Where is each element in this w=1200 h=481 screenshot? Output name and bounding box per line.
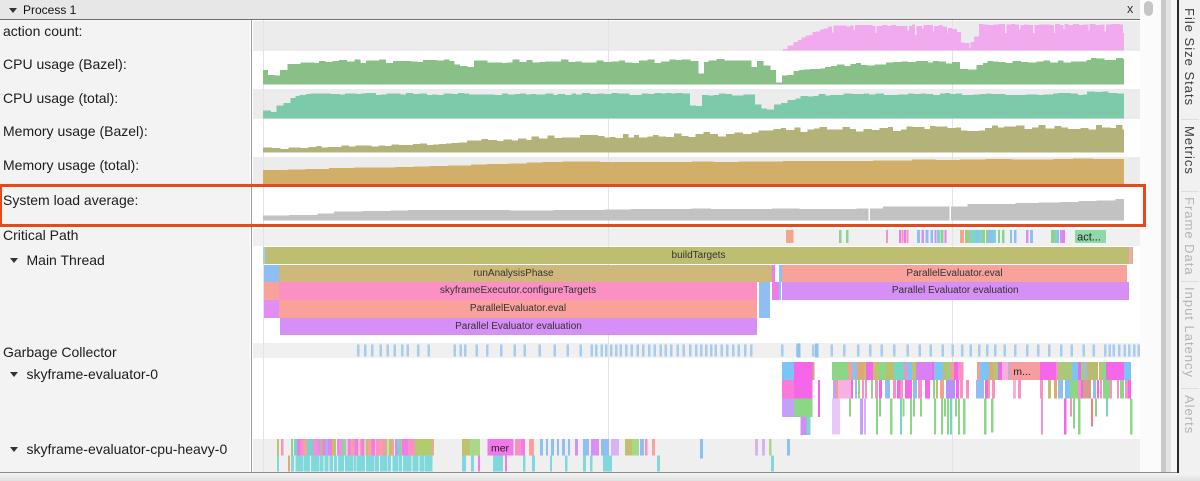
- svg-text:m...: m...: [1013, 366, 1031, 378]
- svg-text:mer: mer: [491, 443, 510, 455]
- svg-text:act...: act...: [1077, 232, 1101, 244]
